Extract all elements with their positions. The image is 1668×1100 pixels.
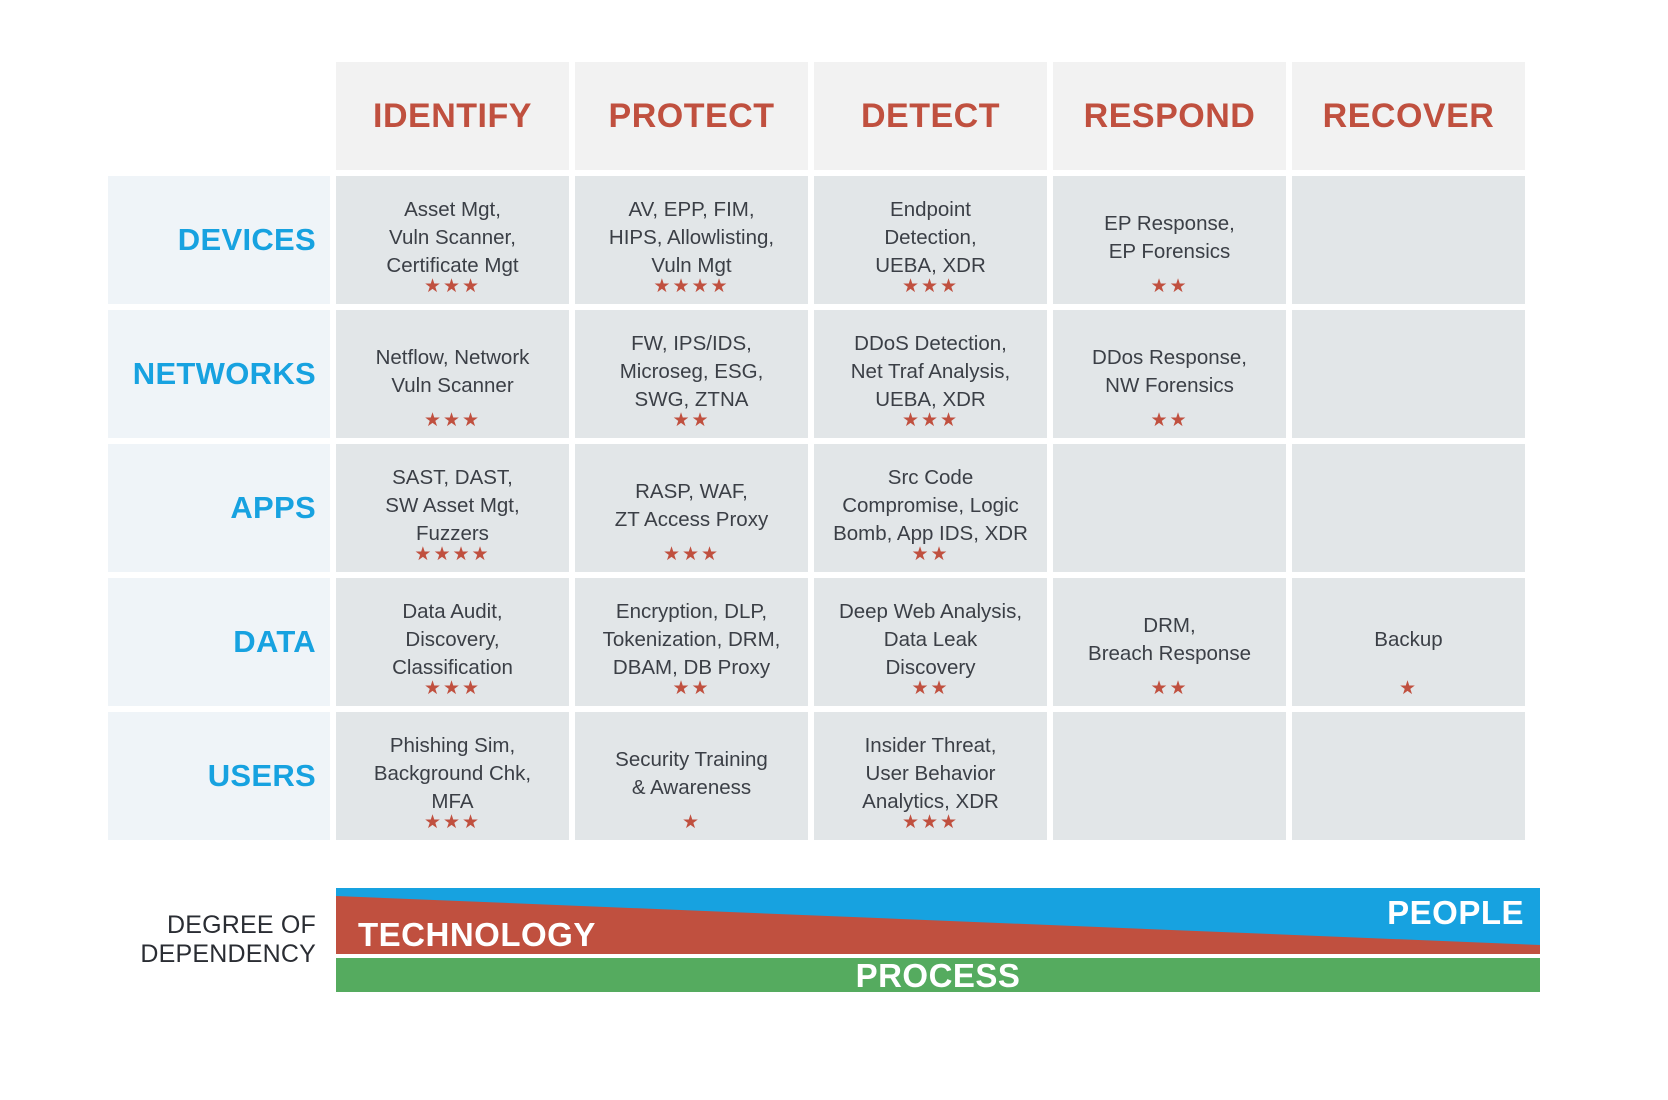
- star-rating: ★★: [911, 544, 950, 565]
- row-header-label: DATA: [233, 623, 316, 659]
- matrix-cell-text: DDoS Detection, Net Traf Analysis, UEBA,…: [850, 332, 1011, 411]
- matrix-cell-text: DDos Response, NW Forensics: [1092, 346, 1247, 397]
- matrix-cell-apps-detect: Src Code Compromise, Logic Bomb, App IDS…: [814, 444, 1047, 572]
- matrix-cell-apps-identify: SAST, DAST, SW Asset Mgt, Fuzzers ★★★★: [336, 444, 569, 572]
- matrix-cell-text: Encryption, DLP, Tokenization, DRM, DBAM…: [602, 600, 781, 679]
- technology-people-wedge: [336, 888, 1540, 954]
- technology-band-label: TECHNOLOGY: [358, 916, 596, 953]
- matrix-cell-text: FW, IPS/IDS, Microseg, ESG, SWG, ZTNA: [619, 332, 764, 411]
- process-band-label: PROCESS: [855, 956, 1021, 994]
- people-band-label: PEOPLE: [1387, 894, 1524, 931]
- matrix-cell-apps-protect: RASP, WAF, ZT Access Proxy ★★★: [575, 444, 808, 572]
- star-rating: ★★★: [423, 812, 482, 833]
- star-rating: ★★★★: [653, 276, 730, 297]
- matrix-cell-text: Netflow, Network Vuln Scanner: [375, 346, 530, 397]
- row-header-apps: APPS: [108, 444, 330, 572]
- matrix-cell-text: Insider Threat, User Behavior Analytics,…: [862, 734, 999, 813]
- dependency-label-line1: DEGREE OF: [166, 910, 316, 939]
- star-rating: ★★: [1150, 276, 1189, 297]
- row-header-users: USERS: [108, 712, 330, 840]
- matrix-cell-users-detect: Insider Threat, User Behavior Analytics,…: [814, 712, 1047, 840]
- matrix-cell-text: AV, EPP, FIM, HIPS, Allowlisting, Vuln M…: [608, 198, 775, 277]
- star-rating: ★★: [1150, 678, 1189, 699]
- star-rating: ★★★: [423, 678, 482, 699]
- matrix-cell-networks-respond: DDos Response, NW Forensics ★★: [1053, 310, 1286, 438]
- star-rating: ★★★: [662, 544, 721, 565]
- column-header-label: RESPOND: [1083, 97, 1256, 135]
- matrix-cell-devices-recover: [1292, 176, 1525, 304]
- row-header-data: DATA: [108, 578, 330, 706]
- matrix-cell-text: Phishing Sim, Background Chk, MFA: [373, 734, 532, 813]
- matrix-cell-users-recover: [1292, 712, 1525, 840]
- matrix-cell-users-identify: Phishing Sim, Background Chk, MFA ★★★: [336, 712, 569, 840]
- technology-band-shape: [336, 896, 1540, 954]
- column-header-protect: PROTECT: [575, 62, 808, 170]
- star-rating: ★★: [911, 678, 950, 699]
- star-rating: ★★: [672, 410, 711, 431]
- star-rating: ★★★: [423, 276, 482, 297]
- matrix-corner-cell: [108, 62, 330, 170]
- matrix-cell-text: Asset Mgt, Vuln Scanner, Certificate Mgt: [386, 198, 519, 277]
- matrix-cell-networks-detect: DDoS Detection, Net Traf Analysis, UEBA,…: [814, 310, 1047, 438]
- matrix-cell-text: Data Audit, Discovery, Classification: [392, 600, 513, 679]
- star-rating: ★: [681, 812, 702, 833]
- row-header-label: NETWORKS: [132, 355, 316, 391]
- column-header-label: PROTECT: [608, 97, 775, 135]
- matrix-cell-apps-recover: [1292, 444, 1525, 572]
- matrix-cell-text: Src Code Compromise, Logic Bomb, App IDS…: [833, 466, 1028, 545]
- wedge-svg: [336, 888, 1540, 954]
- star-rating: ★★★: [901, 276, 960, 297]
- star-rating: ★★★★: [414, 544, 491, 565]
- matrix-cell-users-respond: [1053, 712, 1286, 840]
- row-header-networks: NETWORKS: [108, 310, 330, 438]
- process-band: PROCESS: [336, 958, 1540, 992]
- row-header-devices: DEVICES: [108, 176, 330, 304]
- column-header-detect: DETECT: [814, 62, 1047, 170]
- matrix-cell-devices-detect: Endpoint Detection, UEBA, XDR ★★★: [814, 176, 1047, 304]
- row-header-label: APPS: [230, 489, 316, 525]
- matrix-cell-data-protect: Encryption, DLP, Tokenization, DRM, DBAM…: [575, 578, 808, 706]
- matrix-cell-data-identify: Data Audit, Discovery, Classification ★★…: [336, 578, 569, 706]
- matrix-cell-devices-protect: AV, EPP, FIM, HIPS, Allowlisting, Vuln M…: [575, 176, 808, 304]
- column-header-label: RECOVER: [1322, 97, 1495, 135]
- matrix-cell-text: RASP, WAF, ZT Access Proxy: [614, 480, 769, 531]
- matrix-cell-data-respond: DRM, Breach Response ★★: [1053, 578, 1286, 706]
- matrix-grid: IDENTIFY PROTECT DETECT RESPOND RECOVER …: [108, 62, 1540, 840]
- column-header-respond: RESPOND: [1053, 62, 1286, 170]
- matrix-cell-text: Endpoint Detection, UEBA, XDR: [875, 198, 986, 277]
- star-rating: ★★★: [423, 410, 482, 431]
- dependency-band: TECHNOLOGY PEOPLE PROCESS: [336, 888, 1540, 992]
- degree-of-dependency-label: DEGREE OF DEPENDENCY: [108, 888, 330, 992]
- column-header-label: IDENTIFY: [373, 97, 532, 135]
- matrix-cell-networks-recover: [1292, 310, 1525, 438]
- column-header-identify: IDENTIFY: [336, 62, 569, 170]
- matrix-cell-networks-identify: Netflow, Network Vuln Scanner ★★★: [336, 310, 569, 438]
- matrix-cell-text: Deep Web Analysis, Data Leak Discovery: [838, 600, 1023, 679]
- matrix-cell-text: Backup: [1374, 628, 1443, 652]
- row-header-label: USERS: [207, 757, 316, 793]
- matrix-cell-networks-protect: FW, IPS/IDS, Microseg, ESG, SWG, ZTNA ★★: [575, 310, 808, 438]
- star-rating: ★★★: [901, 812, 960, 833]
- column-header-recover: RECOVER: [1292, 62, 1525, 170]
- star-rating: ★★: [672, 678, 711, 699]
- matrix-cell-apps-respond: [1053, 444, 1286, 572]
- matrix-cell-text: SAST, DAST, SW Asset Mgt, Fuzzers: [385, 466, 520, 545]
- row-header-label: DEVICES: [177, 221, 316, 257]
- matrix-cell-users-protect: Security Training & Awareness ★: [575, 712, 808, 840]
- matrix-cell-data-recover: Backup ★: [1292, 578, 1525, 706]
- dependency-label-line2: DEPENDENCY: [140, 940, 316, 968]
- matrix-cell-text: Security Training & Awareness: [615, 748, 768, 799]
- matrix-cell-text: EP Response, EP Forensics: [1104, 212, 1235, 263]
- star-rating: ★: [1398, 678, 1419, 699]
- star-rating: ★★★: [901, 410, 960, 431]
- matrix-cell-data-detect: Deep Web Analysis, Data Leak Discovery ★…: [814, 578, 1047, 706]
- star-rating: ★★: [1150, 410, 1189, 431]
- matrix-cell-devices-respond: EP Response, EP Forensics ★★: [1053, 176, 1286, 304]
- matrix-cell-text: DRM, Breach Response: [1088, 614, 1251, 665]
- matrix-cell-devices-identify: Asset Mgt, Vuln Scanner, Certificate Mgt…: [336, 176, 569, 304]
- column-header-label: DETECT: [861, 97, 1000, 135]
